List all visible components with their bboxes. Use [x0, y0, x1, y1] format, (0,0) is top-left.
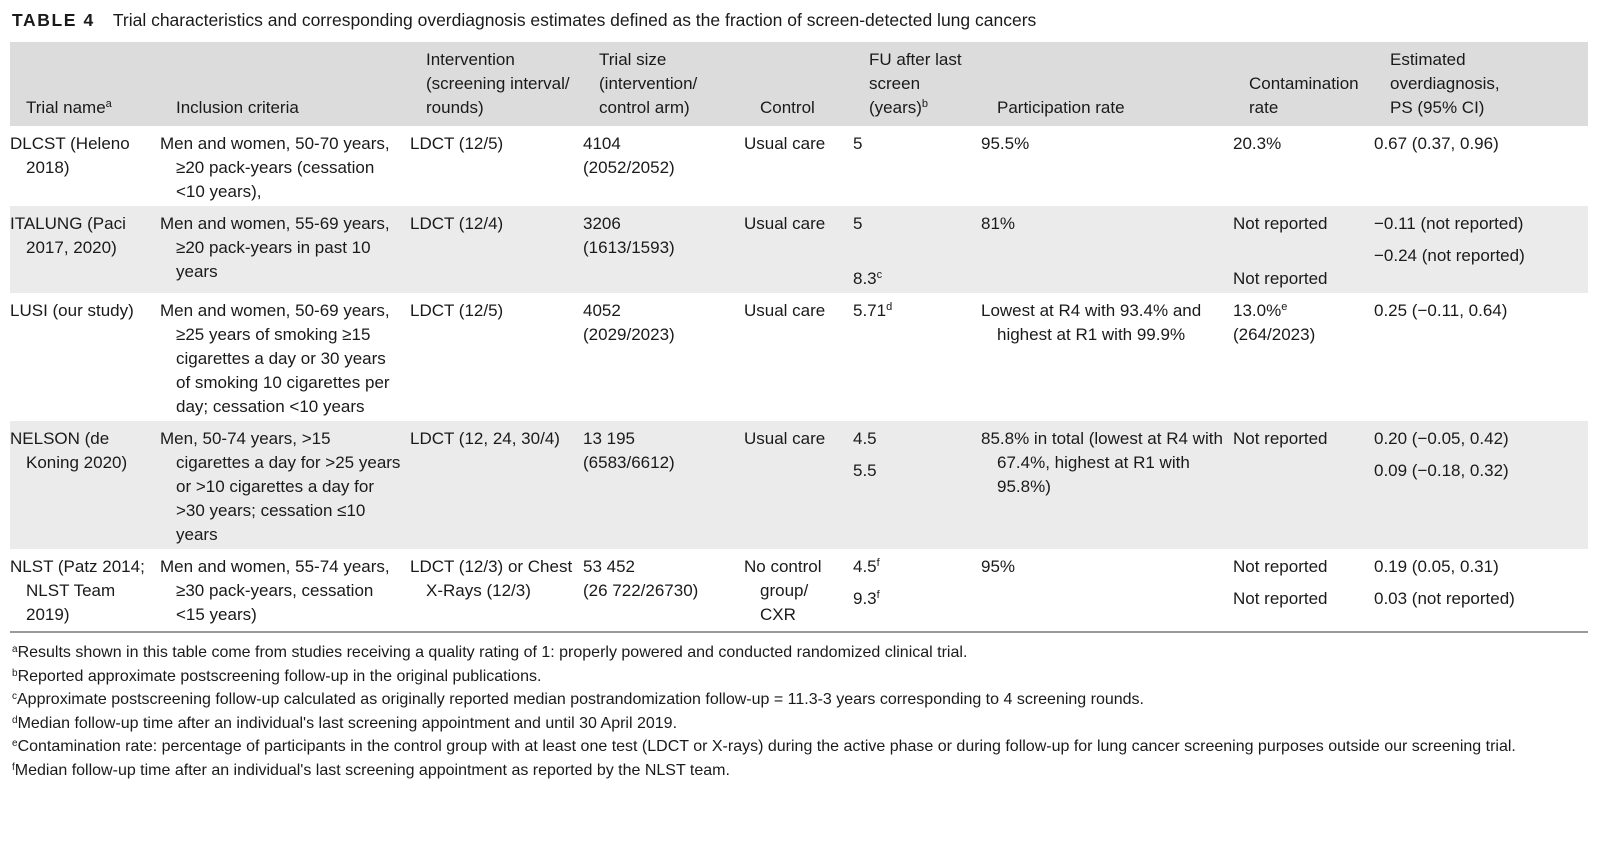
cell-control: No control group/ CXR	[744, 549, 853, 633]
cell-trial: NELSON (de Koning 2020)	[10, 429, 128, 472]
cell-trial: DLCST (Heleno 2018)	[10, 134, 130, 177]
cell-inclusion: Men and women, 55-69 years, ≥20 pack-yea…	[160, 214, 390, 281]
header-contamination: Contamination rate	[1249, 74, 1359, 117]
footnote: aResults shown in this table come from s…	[12, 644, 968, 661]
cell-fu: 5	[853, 134, 863, 153]
trial-table: Trial namea Inclusion criteria Intervent…	[10, 42, 1588, 633]
cell-contamination: Not reported Not reported	[1233, 549, 1374, 633]
cell-fu: 5.71d	[853, 301, 893, 320]
table-row: NLST (Patz 2014; NLST Team 2019) Men and…	[10, 549, 1588, 633]
header-estimate: Estimated overdiagnosis, PS (95% CI)	[1390, 50, 1500, 117]
header-trial-size: Trial size (intervention/control arm)	[599, 50, 698, 117]
cell-participation: 85.8% in total (lowest at R4 with 67.4%,…	[981, 429, 1223, 496]
cell-contamination: 13.0%e (264/2023)	[1233, 301, 1316, 344]
header-intervention: Intervention (screening interval/rounds)	[426, 50, 570, 117]
cell-contamination: Not reported Not reported	[1233, 214, 1328, 288]
header-participation: Participation rate	[997, 98, 1125, 117]
document: TABLE 4 Trial characteristics and corres…	[10, 6, 1590, 782]
cell-inclusion: Men and women, 50-70 years, ≥20 pack-yea…	[160, 134, 390, 201]
cell-estimate: 0.25 (−0.11, 0.64)	[1374, 301, 1508, 320]
table-caption: TABLE 4 Trial characteristics and corres…	[10, 6, 1590, 34]
cell-inclusion: Men, 50-74 years, >15 cigarettes a day f…	[160, 429, 401, 544]
table-row: DLCST (Heleno 2018) Men and women, 50-70…	[10, 126, 1588, 206]
cell-control: Usual care	[744, 429, 826, 448]
cell-estimate: 0.20 (−0.05, 0.42) 0.09 (−0.18, 0.32)	[1374, 429, 1509, 480]
cell-trial: LUSI (our study)	[10, 301, 134, 320]
footnote: eContamination rate: percentage of parti…	[12, 738, 1516, 755]
footnote: fMedian follow-up time after an individu…	[12, 761, 730, 779]
cell-size: 53 452 (26 722/26730)	[583, 549, 744, 633]
footnote: bReported approximate postscreening foll…	[12, 667, 542, 685]
header-row: Trial namea Inclusion criteria Intervent…	[10, 42, 1588, 126]
table-label: TABLE 4	[12, 10, 95, 30]
cell-intervention: LDCT (12, 24, 30/4)	[410, 429, 560, 448]
cell-trial: NLST (Patz 2014; NLST Team 2019)	[10, 549, 160, 633]
cell-control: Usual care	[744, 214, 826, 233]
header-inclusion: Inclusion criteria	[176, 98, 299, 117]
header-fu: FU after last screen (years)b	[869, 50, 962, 117]
cell-participation: 95.5%	[981, 134, 1030, 153]
cell-participation: 95%	[981, 549, 1233, 633]
cell-inclusion: Men and women, 50-69 years, ≥25 years of…	[160, 301, 390, 416]
footnotes: aResults shown in this table come from s…	[10, 641, 1587, 782]
cell-size: 13 195 (6583/6612)	[583, 429, 675, 472]
cell-contamination: 20.3%	[1233, 134, 1282, 153]
cell-fu: 5 8.3c	[853, 214, 883, 288]
table-row: ITALUNG (Paci 2017, 2020) Men and women,…	[10, 206, 1588, 293]
cell-trial: ITALUNG (Paci 2017, 2020)	[10, 214, 126, 257]
cell-estimate: −0.11 (not reported) −0.24 (not reported)	[1374, 214, 1525, 265]
footnote: cApproximate postscreening follow-up cal…	[12, 691, 1144, 708]
cell-fu: 4.5f 9.3f	[853, 549, 981, 633]
cell-estimate: 0.19 (0.05, 0.31) 0.03 (not reported)	[1374, 549, 1588, 633]
table-row: NELSON (de Koning 2020) Men, 50-74 years…	[10, 421, 1588, 549]
cell-fu: 4.5 5.5	[853, 429, 877, 480]
cell-estimate: 0.67 (0.37, 0.96)	[1374, 134, 1499, 153]
cell-size: 4052 (2029/2023)	[583, 301, 675, 344]
cell-size: 4104 (2052/2052)	[583, 134, 675, 177]
cell-contamination: Not reported	[1233, 429, 1328, 448]
cell-inclusion: Men and women, 55-74 years, ≥30 pack-yea…	[160, 549, 410, 633]
cell-participation: Lowest at R4 with 93.4% and highest at R…	[981, 301, 1202, 344]
header-trial-name: Trial namea	[26, 98, 112, 117]
table-row: LUSI (our study) Men and women, 50-69 ye…	[10, 293, 1588, 421]
cell-intervention: LDCT (12/3) or Chest X-Rays (12/3)	[410, 549, 583, 633]
header-control: Control	[760, 98, 815, 117]
cell-control: Usual care	[744, 301, 826, 320]
cell-intervention: LDCT (12/4)	[410, 214, 504, 233]
cell-control: Usual care	[744, 134, 826, 153]
footnote: dMedian follow-up time after an individu…	[12, 714, 678, 732]
cell-size: 3206 (1613/1593)	[583, 214, 675, 257]
cell-intervention: LDCT (12/5)	[410, 134, 504, 153]
table-title: Trial characteristics and corresponding …	[112, 10, 1037, 30]
cell-intervention: LDCT (12/5)	[410, 301, 504, 320]
cell-participation: 81%	[981, 214, 1016, 233]
